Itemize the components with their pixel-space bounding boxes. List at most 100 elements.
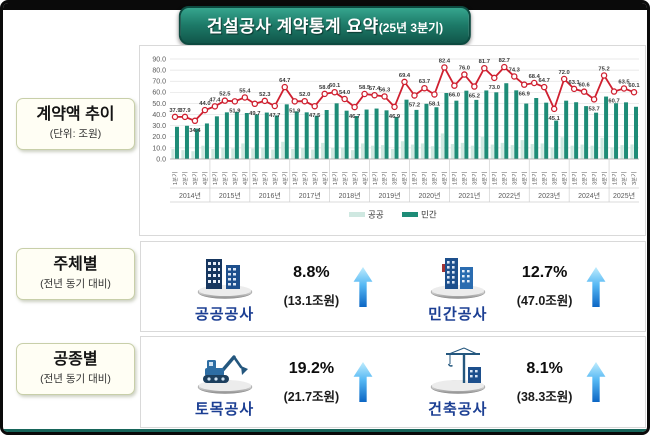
- up-arrow-icon: [353, 266, 373, 307]
- stat-public-works: 공공공사 8.8% (13.1조원): [179, 250, 375, 324]
- svg-text:54.0: 54.0: [339, 90, 350, 96]
- svg-text:3분기: 3분기: [311, 172, 319, 185]
- svg-text:46.7: 46.7: [349, 114, 360, 120]
- subject-panel: 공공공사 8.8% (13.1조원): [140, 241, 646, 332]
- up-arrow-icon: [353, 362, 373, 402]
- svg-text:37.9: 37.9: [169, 108, 181, 114]
- svg-text:55.4: 55.4: [239, 88, 251, 94]
- stat-building-works: 건축공사 8.1% (38.3조원): [412, 345, 608, 419]
- svg-text:3분기: 3분기: [590, 172, 598, 185]
- svg-text:4분기: 4분기: [361, 172, 369, 185]
- trend-chart-panel: 0.0 10.0 20.0 30.0 40.0 50.0 60.0 70.0 80.0 90.0 1…: [139, 45, 646, 236]
- svg-text:4분기: 4분기: [600, 172, 608, 185]
- svg-text:4분기: 4분기: [481, 172, 489, 185]
- svg-text:4분기: 4분기: [241, 172, 249, 185]
- svg-text:66.0: 66.0: [449, 93, 460, 99]
- svg-text:2분기: 2분기: [620, 172, 628, 185]
- type-label-box: 공종별 (전년 동기 대비): [16, 343, 135, 395]
- svg-text:57.2: 57.2: [409, 102, 420, 108]
- svg-text:45.1: 45.1: [549, 116, 561, 122]
- subject-label-box: 주체별 (전년 동기 대비): [16, 248, 135, 300]
- svg-text:20.0: 20.0: [152, 134, 166, 141]
- svg-text:56.3: 56.3: [379, 87, 391, 93]
- svg-text:4분기: 4분기: [201, 172, 209, 185]
- svg-text:1분기: 1분기: [251, 172, 259, 185]
- stat-name: 공공공사: [194, 305, 255, 323]
- stat-civil-works: 토목공사 19.2% (21.7조원): [179, 345, 375, 419]
- svg-text:3분기: 3분기: [191, 172, 199, 185]
- public-buildings-icon: [197, 258, 252, 299]
- up-arrow-icon: [586, 362, 606, 402]
- svg-text:68.4: 68.4: [529, 74, 541, 80]
- stat-percent: 19.2%: [288, 359, 335, 377]
- stat-amount: (47.0조원): [516, 294, 573, 308]
- svg-text:50.0: 50.0: [152, 101, 166, 108]
- svg-text:52.0: 52.0: [299, 92, 310, 98]
- trend-unit-label: (단위: 조원): [49, 127, 102, 140]
- svg-text:60.1: 60.1: [329, 83, 341, 89]
- svg-text:2019년: 2019년: [379, 191, 401, 200]
- svg-text:4분기: 4분기: [520, 172, 528, 185]
- svg-text:65.2: 65.2: [469, 94, 480, 100]
- svg-text:60.0: 60.0: [152, 90, 166, 97]
- svg-text:64.7: 64.7: [279, 78, 290, 84]
- svg-text:3분기: 3분기: [511, 172, 519, 185]
- svg-text:47.7: 47.7: [269, 113, 280, 119]
- svg-text:2분기: 2분기: [421, 172, 429, 185]
- up-arrow-icon: [586, 266, 606, 307]
- trend-chart: 0.0 10.0 20.0 30.0 40.0 50.0 60.0 70.0 80.0 90.0 1…: [152, 56, 640, 219]
- type-sub-label: (전년 동기 대비): [40, 372, 111, 385]
- subject-label: 주체별: [53, 256, 98, 273]
- svg-text:81.7: 81.7: [479, 59, 490, 65]
- svg-text:60.7: 60.7: [608, 99, 619, 105]
- svg-text:60.1: 60.1: [628, 83, 640, 89]
- svg-text:60.6: 60.6: [578, 83, 590, 89]
- svg-text:1분기: 1분기: [610, 172, 618, 185]
- svg-text:3분기: 3분기: [351, 172, 359, 185]
- svg-text:4분기: 4분기: [281, 172, 289, 185]
- svg-text:3분기: 3분기: [630, 172, 638, 185]
- svg-text:52.3: 52.3: [259, 92, 271, 98]
- svg-text:2015년: 2015년: [219, 191, 241, 200]
- svg-text:1분기: 1분기: [331, 172, 339, 185]
- svg-text:69.4: 69.4: [399, 73, 411, 79]
- svg-text:1분기: 1분기: [530, 172, 538, 185]
- svg-text:74.3: 74.3: [509, 67, 521, 73]
- svg-text:63.7: 63.7: [419, 79, 430, 85]
- svg-text:80.0: 80.0: [152, 68, 166, 75]
- svg-text:49.7: 49.7: [249, 111, 260, 117]
- tower-crane-icon: [430, 347, 486, 394]
- svg-text:10.0: 10.0: [152, 145, 166, 152]
- svg-text:2014년: 2014년: [179, 191, 201, 200]
- svg-text:57.4: 57.4: [369, 86, 381, 92]
- svg-text:4분기: 4분기: [560, 172, 568, 185]
- svg-text:2022년: 2022년: [498, 191, 520, 200]
- page-title: 건설공사 계약통계 요약(25년 3분기): [178, 6, 472, 45]
- stat-name: 건축공사: [428, 401, 488, 418]
- svg-text:37.9: 37.9: [179, 108, 191, 114]
- svg-text:2021년: 2021년: [458, 191, 480, 200]
- svg-text:2분기: 2분기: [181, 172, 189, 185]
- svg-text:2분기: 2분기: [501, 172, 509, 185]
- svg-text:1분기: 1분기: [451, 172, 459, 185]
- svg-text:63.5: 63.5: [618, 79, 630, 85]
- svg-text:2024년: 2024년: [578, 191, 600, 200]
- svg-text:2분기: 2분기: [381, 172, 389, 185]
- private-bars: [174, 83, 639, 159]
- svg-text:2016년: 2016년: [259, 191, 281, 200]
- svg-text:90.0: 90.0: [152, 56, 166, 63]
- excavator-icon: [197, 355, 252, 394]
- stat-percent: 12.7%: [521, 264, 568, 281]
- svg-text:52.5: 52.5: [219, 92, 231, 98]
- svg-text:76.0: 76.0: [459, 66, 470, 72]
- svg-text:82.7: 82.7: [499, 58, 510, 64]
- svg-text:2025년: 2025년: [613, 191, 635, 200]
- svg-text:0.0: 0.0: [156, 156, 166, 163]
- stat-amount: (21.7조원): [283, 389, 340, 404]
- stat-name: 토목공사: [194, 401, 255, 418]
- svg-text:53.7: 53.7: [588, 106, 599, 112]
- svg-text:4분기: 4분기: [441, 172, 449, 185]
- trend-label-box: 계약액 추이 (단위: 조원): [16, 98, 135, 150]
